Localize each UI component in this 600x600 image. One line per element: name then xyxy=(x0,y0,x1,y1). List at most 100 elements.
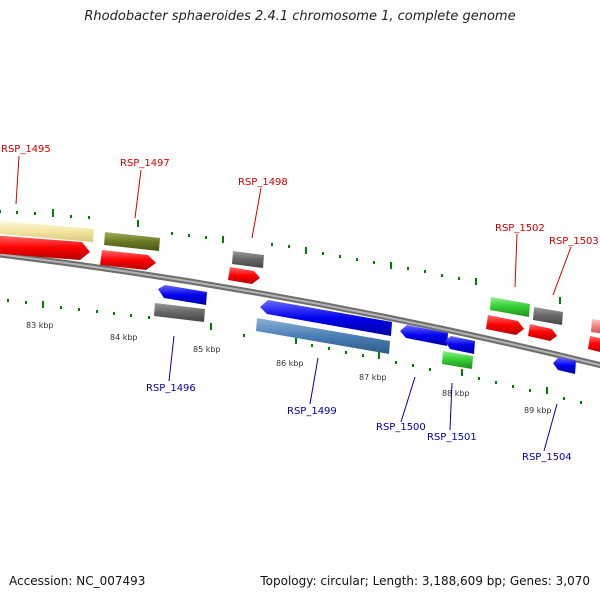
gene-bar-right-edge[interactable] xyxy=(591,319,600,334)
tick-mark xyxy=(60,306,62,309)
callout-line-rsp-1500 xyxy=(400,376,416,423)
tick-mark xyxy=(390,262,392,269)
tick-mark xyxy=(345,351,347,354)
tick-mark xyxy=(412,364,414,367)
tick-mark xyxy=(210,323,212,330)
tick-mark xyxy=(113,312,115,315)
tick-mark xyxy=(52,209,54,217)
tick-mark xyxy=(188,234,190,237)
tick-mark xyxy=(305,247,307,254)
kbp-label: 85 kbp xyxy=(193,345,221,354)
tick-mark xyxy=(70,215,72,218)
cds-feature-rsp-1499[interactable] xyxy=(260,300,392,336)
gene-bar-rsp-1496[interactable] xyxy=(154,303,205,322)
callout-line-rsp-1502 xyxy=(514,233,518,288)
callout-line-rsp-1497 xyxy=(134,169,142,219)
cds-feature-rsp-1497[interactable] xyxy=(100,250,156,270)
gene-bar-rsp-1495[interactable] xyxy=(0,220,94,242)
cds-feature-rsp-1501[interactable] xyxy=(445,336,475,354)
gene-label-rsp-1496[interactable]: RSP_1496 xyxy=(146,383,196,394)
gene-bar-rsp-1501[interactable] xyxy=(442,351,473,369)
tick-mark xyxy=(88,216,90,219)
kbp-label: 84 kbp xyxy=(110,333,138,342)
gene-label-rsp-1503[interactable]: RSP_1503 xyxy=(549,236,599,247)
gene-label-rsp-1501[interactable]: RSP_1501 xyxy=(427,432,477,443)
reverse-gene-track xyxy=(158,285,576,374)
tick-mark xyxy=(328,347,330,350)
tick-mark xyxy=(295,337,297,344)
cds-feature-rsp-1502[interactable] xyxy=(486,315,524,335)
tick-mark xyxy=(512,385,514,388)
tick-mark xyxy=(34,212,36,215)
tick-mark xyxy=(322,252,324,255)
tick-mark xyxy=(362,354,364,357)
tick-mark xyxy=(0,210,1,213)
tick-mark xyxy=(148,316,150,319)
tick-mark xyxy=(373,261,375,264)
callout-line-rsp-1501 xyxy=(449,382,453,431)
outer-tick-track xyxy=(0,209,561,304)
cds-feature-rsp-1503[interactable] xyxy=(528,324,557,341)
tick-mark xyxy=(580,401,582,404)
tick-mark xyxy=(495,381,497,384)
accession-text: Accession: NC_007493 xyxy=(9,574,146,588)
kbp-label: 88 kbp xyxy=(442,389,470,398)
tick-mark xyxy=(130,314,132,317)
tick-mark xyxy=(429,368,431,371)
tick-mark xyxy=(461,369,463,376)
callout-line-rsp-1496 xyxy=(168,335,175,382)
gene-label-rsp-1498[interactable]: RSP_1498 xyxy=(238,177,288,188)
gene-bar-rsp-1503[interactable] xyxy=(533,307,563,325)
cds-feature-right-edge[interactable] xyxy=(588,336,600,353)
tick-mark xyxy=(271,243,273,246)
tick-mark xyxy=(529,389,531,392)
tick-mark xyxy=(42,301,44,308)
tick-mark xyxy=(339,255,341,258)
callout-line-rsp-1503 xyxy=(552,246,572,296)
gene-label-rsp-1502[interactable]: RSP_1502 xyxy=(495,223,545,234)
tick-mark xyxy=(205,236,207,239)
gene-bar-rsp-1499[interactable] xyxy=(256,318,390,354)
gene-bar-rsp-1502[interactable] xyxy=(490,297,530,317)
callout-line-rsp-1504 xyxy=(543,403,558,452)
tick-mark xyxy=(288,245,290,248)
cds-feature-rsp-1500[interactable] xyxy=(400,325,448,346)
map-title: Rhodobacter sphaeroides 2.4.1 chromosome… xyxy=(84,9,516,24)
tick-mark xyxy=(424,270,426,273)
tick-mark xyxy=(395,361,397,364)
forward-product-track xyxy=(0,220,600,334)
tick-mark xyxy=(16,211,18,214)
forward-gene-track xyxy=(0,235,600,353)
topology-text: Topology: circular; Length: 3,188,609 bp… xyxy=(260,574,590,588)
callout-line-rsp-1499 xyxy=(309,357,319,405)
gene-label-rsp-1500[interactable]: RSP_1500 xyxy=(376,422,426,433)
cds-feature-rsp-1504[interactable] xyxy=(553,357,576,374)
gene-label-rsp-1495[interactable]: RSP_1495 xyxy=(1,144,51,155)
tick-mark xyxy=(311,344,313,347)
tick-mark xyxy=(441,274,443,277)
gene-label-rsp-1499[interactable]: RSP_1499 xyxy=(287,406,337,417)
chromosome-backbone-highlight xyxy=(0,253,600,367)
tick-mark xyxy=(222,236,224,243)
gene-label-rsp-1497[interactable]: RSP_1497 xyxy=(120,158,170,169)
gene-bar-rsp-1497[interactable] xyxy=(104,232,160,251)
kbp-label: 86 kbp xyxy=(276,359,304,368)
tick-mark xyxy=(458,277,460,280)
tick-mark xyxy=(546,387,548,394)
tick-mark xyxy=(171,232,173,235)
cds-feature-rsp-1495[interactable] xyxy=(0,235,90,260)
callout-line-rsp-1495 xyxy=(15,155,20,205)
tick-mark xyxy=(559,297,561,304)
cds-feature-rsp-1498[interactable] xyxy=(228,267,260,284)
tick-mark xyxy=(25,301,27,304)
gene-label-rsp-1504[interactable]: RSP_1504 xyxy=(522,452,572,463)
cds-feature-rsp-1496[interactable] xyxy=(158,285,207,305)
kbp-label: 83 kbp xyxy=(26,321,54,330)
reverse-product-track xyxy=(154,303,473,369)
gene-bar-rsp-1498[interactable] xyxy=(232,251,264,268)
tick-mark xyxy=(563,397,565,400)
tick-mark xyxy=(7,299,9,302)
kbp-label: 89 kbp xyxy=(524,406,552,415)
tick-mark xyxy=(243,334,245,337)
